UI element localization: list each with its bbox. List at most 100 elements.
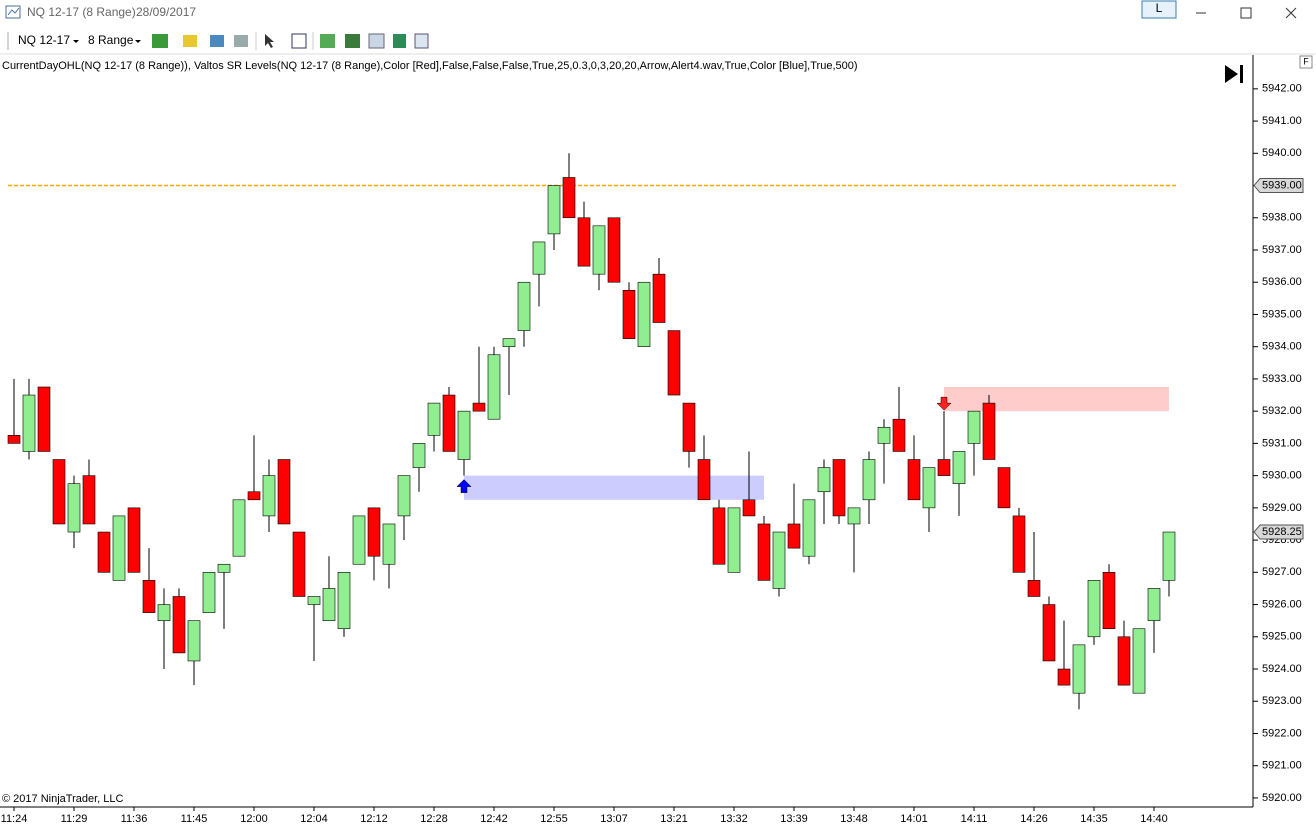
- candle-body: [1102, 572, 1116, 630]
- x-tick-label: 11:24: [1, 813, 28, 825]
- period-selector[interactable]: 8 Range: [88, 33, 134, 47]
- zoom-button[interactable]: [291, 33, 307, 49]
- x-tick-label: 13:21: [660, 813, 688, 825]
- candle-body: [982, 402, 996, 460]
- candle-body: [907, 459, 921, 501]
- candle-body: [727, 507, 741, 573]
- strategies-button[interactable]: [345, 34, 360, 48]
- y-tick-label: 5924.00: [1262, 663, 1302, 675]
- candle-body: [1042, 604, 1056, 662]
- candle-body: [502, 338, 516, 347]
- maximize-button[interactable]: [1240, 7, 1252, 19]
- candle-body: [622, 289, 636, 339]
- properties-button[interactable]: [368, 33, 385, 49]
- candle-body: [292, 531, 306, 597]
- x-tick-label: 13:32: [720, 813, 748, 825]
- candle-body: [472, 402, 486, 412]
- candle-body: [142, 580, 156, 613]
- window-title: NQ 12-17 (8 Range): [27, 5, 136, 19]
- candle-body: [997, 467, 1011, 509]
- scroll-end-button[interactable]: [1240, 65, 1243, 83]
- axis-flag-box[interactable]: [1299, 55, 1313, 69]
- candle-body: [817, 467, 831, 493]
- y-tick-label: 5925.00: [1262, 631, 1302, 643]
- x-tick-label: 12:00: [240, 813, 268, 825]
- x-tick-label: 12:04: [300, 813, 328, 825]
- candle-body: [772, 531, 786, 589]
- candle-body: [1072, 644, 1086, 694]
- candle-body: [532, 241, 546, 275]
- y-tick-label: 5923.00: [1262, 695, 1302, 707]
- candle-body: [412, 443, 426, 468]
- candle-body: [1012, 515, 1026, 573]
- candle-body: [37, 386, 51, 452]
- candle-body: [547, 185, 561, 235]
- axis-flag[interactable]: F: [1303, 56, 1309, 66]
- trade-button[interactable]: [393, 34, 406, 48]
- candle-body: [322, 588, 336, 621]
- price-marker: [1253, 524, 1304, 540]
- y-tick-label: 5932.00: [1262, 405, 1302, 417]
- candle-body: [22, 394, 36, 452]
- cursor-button[interactable]: [265, 34, 274, 48]
- candle-body: [187, 620, 201, 662]
- candle-body: [562, 177, 576, 219]
- x-tick-label: 14:01: [900, 813, 928, 825]
- y-tick-label: 5930.00: [1262, 470, 1302, 482]
- candle-body: [832, 459, 846, 517]
- y-tick-label: 5931.00: [1262, 437, 1302, 449]
- draw-tool-button[interactable]: [183, 35, 197, 47]
- data-box-button[interactable]: [414, 33, 429, 49]
- chart-style-button[interactable]: [152, 34, 168, 48]
- y-tick-label: 5936.00: [1262, 276, 1302, 288]
- candle-body: [52, 459, 66, 525]
- y-tick-label: 5920.00: [1262, 792, 1302, 804]
- tool-button[interactable]: [210, 35, 224, 47]
- x-tick-label: 11:29: [61, 813, 88, 825]
- candle-body: [742, 499, 756, 517]
- tool-button[interactable]: [234, 35, 248, 47]
- indicators-button[interactable]: [320, 34, 335, 48]
- candle-body: [682, 402, 696, 452]
- candle-body: [427, 402, 441, 436]
- instrument-selector[interactable]: NQ 12-17: [18, 33, 70, 47]
- dropdown-arrow[interactable]: [135, 40, 141, 43]
- x-tick-label: 13:48: [840, 813, 868, 825]
- x-tick-label: 14:40: [1140, 813, 1168, 825]
- candle-body: [667, 330, 681, 396]
- toolbar: NQ 12-17 8 Range: [0, 32, 1316, 55]
- link-button-label[interactable]: L: [1156, 1, 1163, 15]
- y-tick-label: 5927.00: [1262, 566, 1302, 578]
- x-tick-label: 11:36: [121, 813, 148, 825]
- candle-body: [607, 217, 621, 283]
- candle-body: [367, 507, 381, 557]
- close-button[interactable]: [1285, 7, 1297, 19]
- candle-body: [382, 523, 396, 565]
- window-date: 28/09/2017: [136, 5, 196, 19]
- candle-body: [937, 459, 951, 476]
- y-tick-label: 5935.00: [1262, 308, 1302, 320]
- sr-zone: [464, 475, 764, 500]
- candle-body: [7, 435, 21, 444]
- scroll-end-button[interactable]: [1225, 65, 1238, 83]
- candle-body: [787, 523, 801, 549]
- price-marker-label: 5939.00: [1262, 179, 1302, 191]
- y-tick-label: 5921.00: [1262, 760, 1302, 772]
- indicator-label: CurrentDayOHL(NQ 12-17 (8 Range)), Valto…: [2, 60, 858, 72]
- sr-zone: [944, 386, 1169, 412]
- x-tick-label: 14:26: [1020, 813, 1048, 825]
- candle-body: [847, 507, 861, 525]
- candle-body: [1132, 628, 1146, 694]
- x-tick-label: 12:28: [420, 813, 448, 825]
- candle-body: [262, 475, 276, 517]
- candle-body: [1027, 580, 1041, 597]
- link-button[interactable]: [1141, 0, 1177, 19]
- price-marker-label: 5928.25: [1262, 526, 1302, 538]
- title-bar: NQ 12-17 (8 Range) 28/09/2017 L: [5, 0, 1297, 19]
- candle-body: [892, 418, 906, 452]
- candle-body: [307, 596, 321, 605]
- y-tick-label: 5941.00: [1262, 115, 1302, 127]
- y-tick-label: 5922.00: [1262, 727, 1302, 739]
- dropdown-arrow[interactable]: [73, 40, 79, 43]
- x-tick-label: 13:07: [600, 813, 628, 825]
